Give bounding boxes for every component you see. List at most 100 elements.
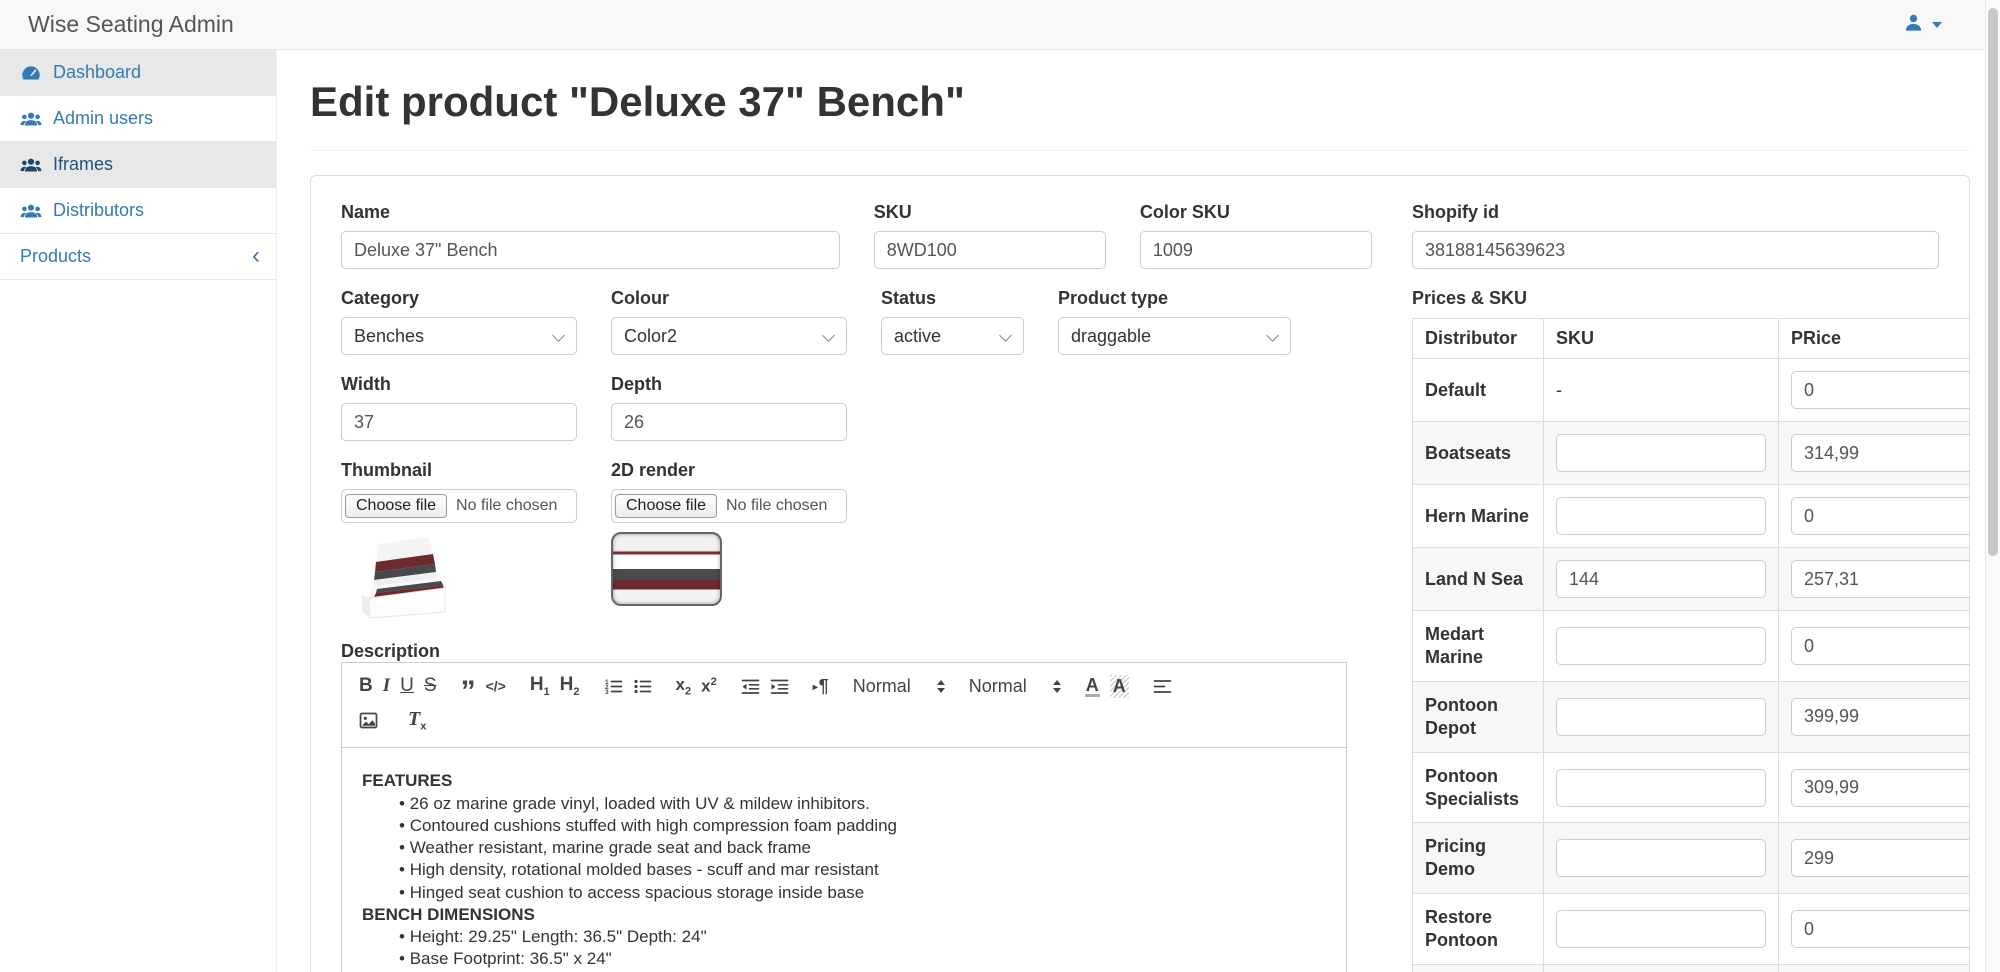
description-line: BENCH DIMENSIONS <box>362 904 535 924</box>
app-title: Wise Seating Admin <box>28 11 234 37</box>
header-1-icon[interactable]: H1 <box>525 673 555 699</box>
sidebar-item[interactable]: Dashboard <box>0 50 276 96</box>
sku-input[interactable] <box>873 231 1106 270</box>
distributor-price-input[interactable] <box>1791 627 1969 666</box>
distributor-name: Wiseseats <box>1412 963 1544 972</box>
status-select[interactable]: active <box>881 317 1024 356</box>
distributor-price-input[interactable] <box>1791 910 1969 949</box>
distributor-price-input[interactable] <box>1791 839 1969 878</box>
distributor-name: Boatseats <box>1412 421 1544 486</box>
topbar: Wise Seating Admin <box>0 0 2000 50</box>
strike-icon[interactable]: S <box>419 673 442 699</box>
distributor-name: Medart Marine <box>1412 610 1544 683</box>
code-block-icon[interactable]: </> <box>481 673 511 699</box>
sidebar-item[interactable]: Products ‹ <box>0 234 276 280</box>
distributor-sku-input[interactable] <box>1556 434 1766 473</box>
distributor-name: Pricing Demo <box>1412 822 1544 895</box>
outdent-icon[interactable] <box>736 673 765 699</box>
distributor-sku-input[interactable] <box>1556 627 1766 666</box>
distributor-sku-input[interactable] <box>1556 497 1766 536</box>
sidebar-item-label: Products <box>20 246 92 266</box>
clean-icon[interactable]: Tx <box>403 707 431 733</box>
depth-input[interactable] <box>611 403 847 442</box>
distributor-sku-input[interactable] <box>1556 768 1766 807</box>
sidebar-item-label: Distributors <box>53 200 145 220</box>
color-icon[interactable]: A <box>1080 673 1105 699</box>
column-header-distributor: Distributor <box>1412 318 1544 360</box>
image-icon[interactable] <box>354 707 383 733</box>
distributor-price-input[interactable] <box>1791 560 1969 599</box>
prices-sku-label: Prices & SKU <box>1412 288 1528 309</box>
bold-icon[interactable]: B <box>354 673 378 699</box>
distributor-price-input[interactable] <box>1791 434 1969 473</box>
product-type-select[interactable]: draggable <box>1058 317 1291 356</box>
sidebar-item-icon <box>20 64 44 81</box>
sidebar-item[interactable]: Distributors <box>0 188 276 234</box>
price-row: Default - <box>1412 358 1969 423</box>
description-content[interactable]: FEATURES 26 oz marine grade vinyl, loade… <box>342 748 1346 972</box>
svg-text:2: 2 <box>605 684 609 691</box>
price-row: Pontoon Specialists <box>1412 751 1969 824</box>
distributor-sku-input[interactable] <box>1556 910 1766 949</box>
sidebar-item-icon <box>20 110 44 127</box>
subscript-icon[interactable]: x2 <box>671 673 697 699</box>
distributor-price-input[interactable] <box>1791 371 1969 410</box>
distributor-sku-input[interactable] <box>1556 697 1766 736</box>
align-icon[interactable] <box>1148 673 1177 699</box>
distributor-price-input[interactable] <box>1791 768 1969 807</box>
description-line: Base Footprint: 36.5" x 24" <box>362 948 1326 969</box>
shopify-id-input[interactable] <box>1412 231 1939 270</box>
thumbnail-choose-file-button[interactable]: Choose file <box>345 494 448 519</box>
render-2d-label: 2D render <box>611 460 696 481</box>
caret-down-icon <box>1932 21 1942 28</box>
distributor-sku-input[interactable] <box>1556 560 1766 599</box>
size-picker-icon[interactable]: Normal <box>848 673 950 699</box>
thumbnail-label: Thumbnail <box>341 460 432 481</box>
color-sku-input[interactable] <box>1139 231 1372 270</box>
blockquote-icon[interactable]: ” <box>456 673 481 707</box>
superscript-icon[interactable]: x2 <box>696 673 722 699</box>
description-line: FEATURES <box>362 771 453 791</box>
distributor-price-input[interactable] <box>1791 697 1969 736</box>
thumbnail-image <box>362 537 446 619</box>
indent-icon[interactable] <box>765 673 794 699</box>
thumbnail-file-input[interactable]: Choose file No file chosen <box>341 489 577 524</box>
render-2d-choose-file-button[interactable]: Choose file <box>615 494 718 519</box>
distributor-name: Land N Sea <box>1412 547 1544 612</box>
scrollbar-track[interactable] <box>1985 0 2000 972</box>
sidebar: Dashboard Admin users Iframes Distributo… <box>0 50 277 972</box>
description-line: High density, rotational molded bases - … <box>362 859 1326 880</box>
user-menu[interactable] <box>1904 13 1942 37</box>
sidebar-item[interactable]: Admin users <box>0 96 276 142</box>
sidebar-item[interactable]: Iframes <box>0 142 276 188</box>
underline-icon[interactable]: U <box>395 673 419 699</box>
scrollbar-thumb[interactable] <box>1988 8 1998 556</box>
category-select[interactable]: Benches <box>341 317 577 356</box>
width-input[interactable] <box>341 403 577 442</box>
background-icon[interactable]: A <box>1105 673 1134 699</box>
description-line: Height: 29.25" Length: 36.5" Depth: 24" <box>362 926 1326 947</box>
italic-icon[interactable]: I <box>378 673 395 699</box>
thumbnail-file-status: No file chosen <box>456 497 558 515</box>
list-bullet-icon[interactable] <box>628 673 657 699</box>
category-value: Benches <box>354 325 425 346</box>
price-row: Restore Pontoon <box>1412 893 1969 965</box>
distributor-price-input[interactable] <box>1791 497 1969 536</box>
product-type-label: Product type <box>1058 288 1169 309</box>
sku-empty-value: - <box>1556 379 1562 400</box>
header-2-icon[interactable]: H2 <box>555 673 585 699</box>
name-input[interactable] <box>341 231 840 270</box>
font-picker-icon[interactable]: Normal <box>964 673 1066 699</box>
description-line: Hinged seat cushion to access spacious s… <box>362 882 1326 903</box>
direction-icon[interactable]: ▸¶ <box>808 673 834 699</box>
price-row: Land N Sea <box>1412 547 1969 612</box>
price-row: Medart Marine <box>1412 610 1969 683</box>
status-label: Status <box>881 288 937 309</box>
render-2d-file-input[interactable]: Choose file No file chosen <box>611 489 847 524</box>
colour-select[interactable]: Color2 <box>611 317 847 356</box>
chevron-down-icon <box>1266 329 1279 343</box>
distributor-sku-input[interactable] <box>1556 839 1766 878</box>
distributor-name: Restore Pontoon <box>1412 893 1544 965</box>
main-content: Edit product "Deluxe 37" Bench" Name SKU <box>277 50 2000 972</box>
